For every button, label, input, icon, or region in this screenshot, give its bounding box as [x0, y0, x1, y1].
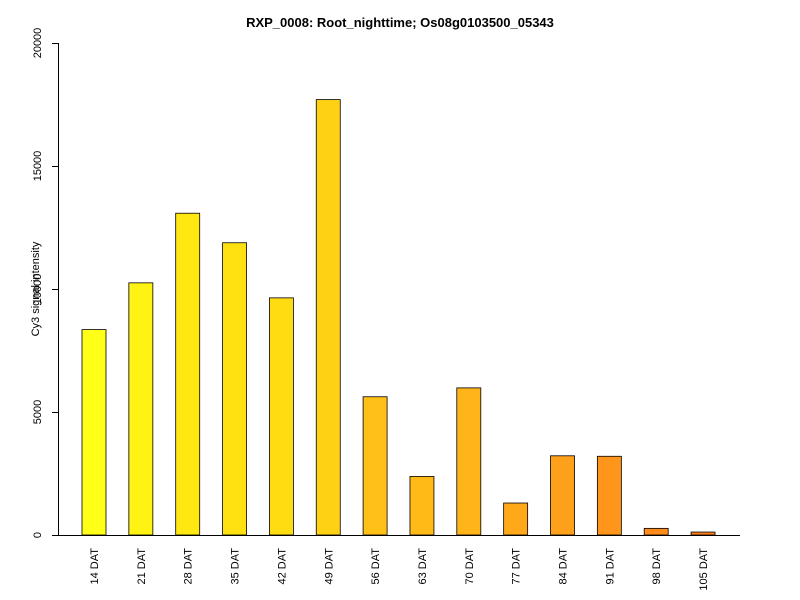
x-tick-label: 42 DAT [276, 548, 288, 585]
x-tick-label: 56 DAT [370, 548, 382, 585]
x-tick-label: 70 DAT [464, 548, 476, 585]
bar-77-dat [503, 502, 529, 536]
x-tick-label: 14 DAT [89, 548, 101, 585]
y-axis: 0 5000 10000 15000 20000 [32, 28, 59, 538]
x-tick-label: 98 DAT [651, 548, 663, 585]
bar-28-dat [175, 212, 201, 536]
x-axis: 14 DAT 21 DAT 28 DAT 35 DAT 42 DAT 49 DAT 56 D… [58, 535, 740, 591]
x-tick-label: 77 DAT [511, 548, 523, 585]
bar-98-dat [643, 527, 669, 536]
bar-105-dat [690, 531, 716, 536]
y-tick-label: 15000 [32, 151, 44, 182]
x-tick-label: 91 DAT [604, 548, 616, 585]
bar-56-dat [362, 396, 388, 536]
y-axis-label: Cy3 signal intensity [30, 241, 42, 336]
bar-84-dat [550, 455, 575, 536]
bar-63-dat [409, 476, 435, 536]
bar-42-dat [268, 297, 294, 536]
bar-21-dat [128, 282, 154, 536]
bar-70-dat [456, 387, 482, 536]
y-tick-label: 20000 [32, 28, 44, 59]
bar-49-dat [315, 99, 341, 536]
x-tick-label: 21 DAT [136, 548, 148, 585]
x-tick-label: 84 DAT [558, 548, 570, 585]
x-tick-label: 105 DAT [698, 548, 710, 591]
chart-title: RXP_0008: Root_nighttime; Os08g0103500_0… [246, 15, 554, 30]
bars-group [81, 99, 716, 536]
x-tick-label: 63 DAT [417, 548, 429, 585]
bar-91-dat [596, 455, 622, 536]
y-tick-label: 0 [32, 532, 44, 538]
x-tick-label: 49 DAT [323, 548, 335, 585]
bar-35-dat [222, 242, 247, 536]
bar-14-dat [81, 329, 107, 536]
x-tick-label: 28 DAT [183, 548, 195, 585]
y-tick-label: 10000 [32, 274, 44, 305]
x-tick-label: 35 DAT [230, 548, 242, 585]
y-tick-label: 5000 [32, 400, 44, 424]
